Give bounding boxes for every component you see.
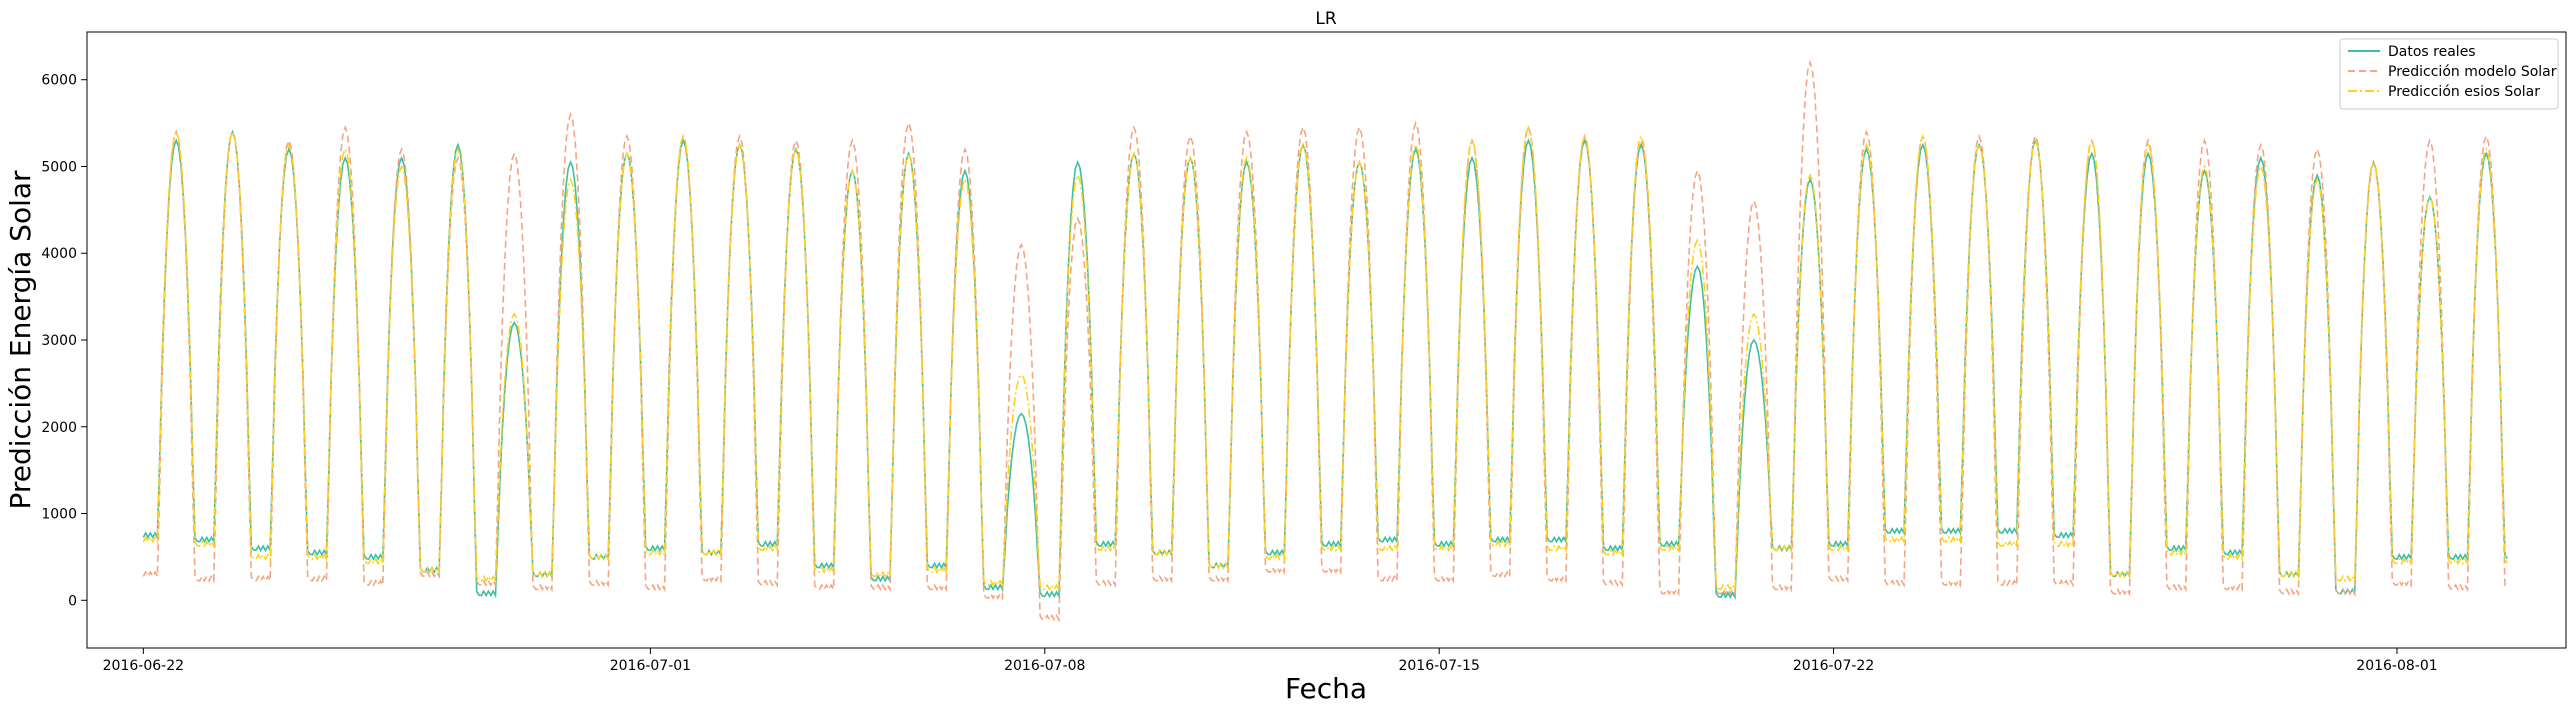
x-axis: 2016-06-22 2016-07-01 2016-07-08 2016-07-15…	[103, 648, 2438, 674]
y-axis-title: Predicción Energía Solar	[4, 170, 37, 510]
y-tick-label: 1000	[41, 507, 77, 523]
legend-label: Datos reales	[2388, 44, 2476, 60]
y-tick-label: 2000	[41, 420, 77, 436]
x-tick-label: 2016-08-01	[2356, 658, 2437, 674]
x-tick-label: 2016-06-22	[103, 658, 184, 674]
y-tick-label: 5000	[41, 159, 77, 175]
legend-label: Predicción esios Solar	[2388, 84, 2540, 100]
legend: Datos reales Predicción modelo Solar Predi…	[2339, 38, 2559, 110]
y-tick-label: 6000	[41, 73, 77, 89]
series-lines	[142, 59, 2508, 623]
x-tick-label: 2016-07-01	[610, 658, 691, 674]
x-tick-label: 2016-07-15	[1398, 658, 1479, 674]
legend-box	[2339, 38, 2559, 110]
y-axis: 0 1000 2000 3000 4000 5000 6000	[41, 73, 87, 609]
x-tick-label: 2016-07-08	[1004, 658, 1085, 674]
y-tick-label: 3000	[41, 333, 77, 349]
x-axis-title: Fecha	[1285, 672, 1367, 705]
x-tick-label: 2016-07-22	[1793, 658, 1874, 674]
series-line	[142, 59, 2508, 623]
series-line	[142, 125, 2508, 593]
chart-title: LR	[1315, 9, 1336, 29]
y-tick-label: 0	[68, 593, 77, 609]
y-tick-label: 4000	[41, 246, 77, 262]
legend-label: Predicción modelo Solar	[2388, 64, 2557, 80]
